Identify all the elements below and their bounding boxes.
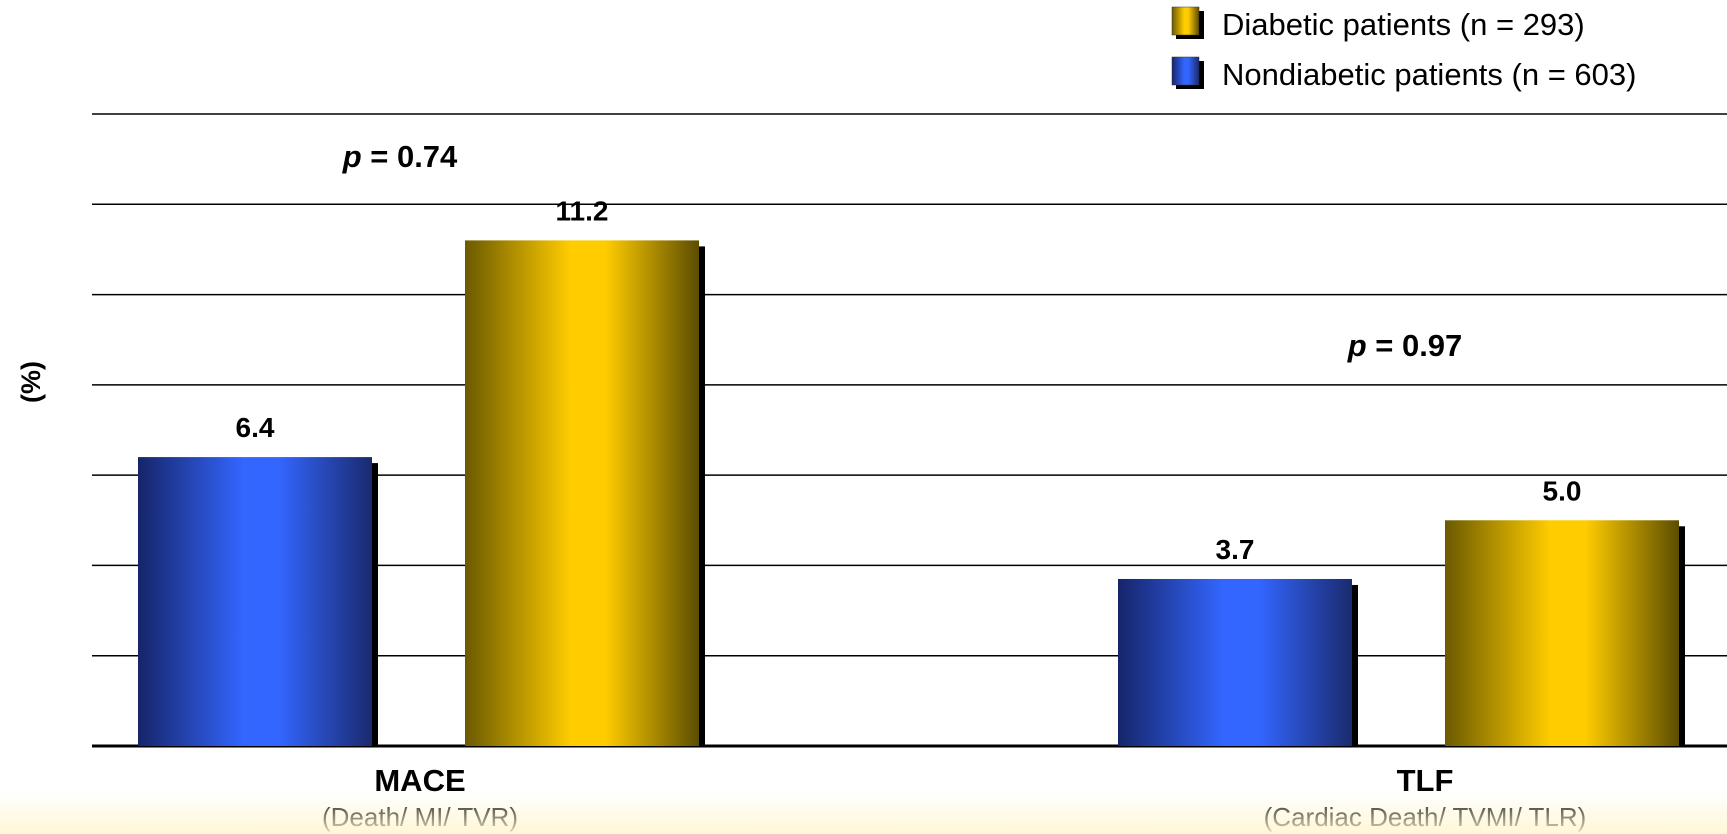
bar-diabetic-tlf [1445, 520, 1679, 746]
legend-swatch [1171, 56, 1200, 86]
p-value-label: p = 0.74 [342, 139, 458, 174]
bar-nondiabetic-mace [138, 457, 372, 746]
p-value-label: p = 0.97 [1347, 328, 1463, 363]
data-label: 6.4 [236, 412, 275, 443]
legend: Diabetic patients (n = 293) Nondiabetic p… [1171, 6, 1636, 92]
bar-nondiabetic-tlf [1118, 578, 1352, 746]
data-label: 5.0 [1543, 475, 1582, 506]
legend-label: Diabetic patients (n = 293) [1222, 7, 1585, 42]
p-value-text: = 0.97 [1367, 328, 1463, 363]
p-value-symbol: p [342, 139, 362, 174]
p-value-text: = 0.74 [362, 139, 458, 174]
bottom-glow [0, 790, 1727, 834]
data-label: 3.7 [1216, 534, 1255, 565]
p-value-symbol: p [1347, 328, 1367, 363]
bar-diabetic-mace [465, 240, 699, 746]
bars [138, 240, 1685, 746]
y-axis-label: (%) [16, 361, 46, 403]
legend-swatch [1171, 6, 1200, 36]
data-label: 11.2 [556, 195, 609, 226]
legend-label: Nondiabetic patients (n = 603) [1222, 57, 1636, 92]
